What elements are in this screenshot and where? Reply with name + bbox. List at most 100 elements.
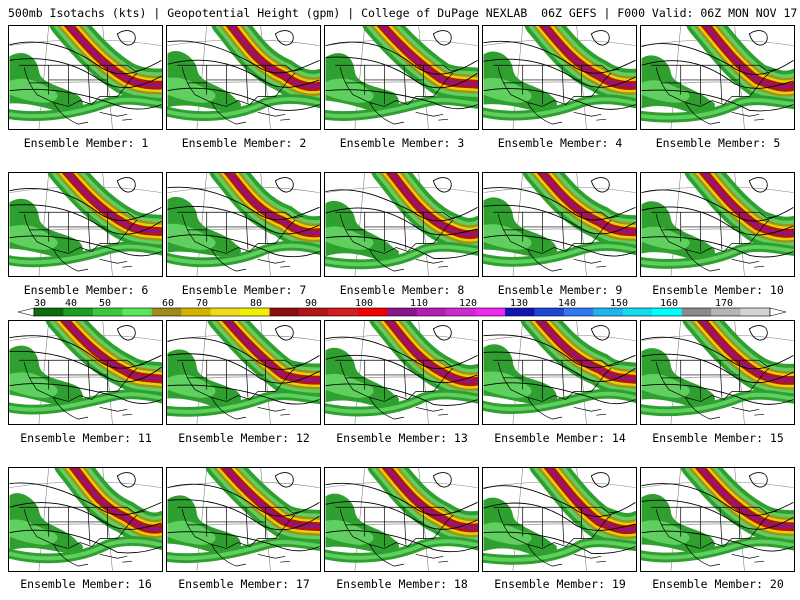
subtropical-band-inner bbox=[167, 393, 320, 414]
subtropical-band-inner bbox=[641, 245, 794, 266]
colorbar-tick-label: 70 bbox=[196, 298, 208, 309]
height-contours bbox=[325, 472, 478, 553]
ensemble-member-label: Ensemble Member: 7 bbox=[181, 283, 307, 297]
ensemble-member-map bbox=[482, 467, 637, 572]
height-contours bbox=[9, 472, 162, 554]
colorbar-swatch bbox=[34, 308, 64, 316]
map-svg bbox=[483, 321, 636, 424]
subtropical-band-inner bbox=[325, 539, 478, 560]
isotach-region-west-inner bbox=[641, 226, 690, 250]
map-svg bbox=[167, 321, 320, 424]
height-contours bbox=[483, 30, 636, 110]
colorbar-swatch bbox=[181, 308, 212, 316]
colorbar-tick-label: 160 bbox=[660, 298, 678, 309]
subtropical-band-inner bbox=[325, 392, 478, 414]
colorbar-tick-label: 150 bbox=[610, 298, 628, 309]
jet-band-core bbox=[387, 321, 478, 384]
colorbar-swatch bbox=[210, 308, 241, 316]
map-svg bbox=[167, 468, 320, 571]
map-svg bbox=[483, 26, 636, 129]
map-svg bbox=[9, 173, 162, 276]
subtropical-band-inner bbox=[483, 97, 636, 118]
ensemble-member-map bbox=[640, 467, 795, 572]
isotach-region-west-inner bbox=[325, 520, 374, 545]
ensemble-member-label: Ensemble Member: 14 bbox=[494, 431, 626, 445]
map-svg bbox=[9, 468, 162, 571]
colorbar-low-arrow bbox=[17, 307, 35, 317]
colorbar-swatch bbox=[269, 308, 300, 316]
subtropical-band-inner bbox=[9, 244, 162, 265]
isotach-region-west-inner bbox=[325, 226, 374, 250]
colorbar-tick-label: 50 bbox=[99, 298, 111, 309]
colorbar-swatch bbox=[505, 308, 535, 316]
height-contours bbox=[325, 30, 478, 110]
subtropical-band-inner bbox=[641, 539, 794, 560]
political-boundaries bbox=[651, 211, 777, 272]
colorbar-high-arrow bbox=[769, 307, 787, 317]
height-contours bbox=[9, 30, 162, 110]
jet-band-core bbox=[547, 468, 636, 532]
height-contours bbox=[641, 30, 794, 112]
subtropical-band-inner bbox=[641, 98, 794, 120]
ensemble-member-label: Ensemble Member: 4 bbox=[497, 136, 623, 150]
ensemble-member-map bbox=[482, 172, 637, 277]
map-svg bbox=[641, 26, 794, 129]
jet-band-core bbox=[704, 26, 794, 89]
subtropical-band-inner bbox=[167, 97, 320, 119]
colorbar-swatch bbox=[711, 308, 742, 316]
political-boundaries bbox=[19, 211, 145, 272]
colorbar-swatch bbox=[151, 308, 182, 316]
jet-band-core bbox=[380, 26, 478, 86]
ensemble-member-map bbox=[482, 25, 637, 130]
colorbar-swatch bbox=[681, 308, 712, 316]
ensemble-member-label: Ensemble Member: 1 bbox=[23, 136, 149, 150]
colorbar-swatch bbox=[63, 308, 94, 316]
ensemble-member-label: Ensemble Member: 5 bbox=[655, 136, 781, 150]
jet-band-core bbox=[698, 468, 794, 529]
ensemble-member-map bbox=[166, 25, 321, 130]
ensemble-member-label: Ensemble Member: 12 bbox=[178, 431, 310, 445]
ensemble-member-label: Ensemble Member: 6 bbox=[23, 283, 149, 297]
ensemble-member-label: Ensemble Member: 16 bbox=[20, 577, 152, 591]
colorbar-tick-label: 170 bbox=[715, 298, 733, 309]
political-boundaries bbox=[335, 506, 461, 567]
ensemble-member-label: Ensemble Member: 18 bbox=[336, 577, 468, 591]
colorbar-tick-label: 120 bbox=[459, 298, 477, 309]
colorbar-tick-label: 100 bbox=[355, 298, 373, 309]
map-svg bbox=[641, 468, 794, 571]
isotach-region-west-inner bbox=[641, 520, 690, 545]
height-contours bbox=[167, 30, 320, 111]
ensemble-member-label: Ensemble Member: 2 bbox=[181, 136, 307, 150]
height-contours bbox=[641, 177, 794, 258]
ensemble-member-map bbox=[640, 25, 795, 130]
height-contours bbox=[9, 325, 162, 404]
jet-band-core bbox=[65, 173, 162, 234]
ensemble-member-map bbox=[640, 172, 795, 277]
jet-band-core bbox=[538, 321, 636, 381]
political-boundaries bbox=[177, 359, 303, 420]
map-svg bbox=[641, 321, 794, 424]
ensemble-member-map bbox=[640, 320, 795, 425]
height-contours bbox=[641, 472, 794, 552]
ensemble-member-label: Ensemble Member: 13 bbox=[336, 431, 468, 445]
jet-band-core bbox=[227, 173, 320, 235]
ensemble-member-map bbox=[324, 320, 479, 425]
height-contours bbox=[483, 177, 636, 257]
colorbar-legend: 30 40 50 60 70 80 90 100 110 120 130 140 150 160 170 bbox=[14, 298, 790, 320]
ensemble-member-map bbox=[8, 320, 163, 425]
subtropical-band-inner bbox=[167, 540, 320, 561]
subtropical-band-inner bbox=[325, 98, 478, 119]
political-boundaries bbox=[651, 359, 777, 420]
ensemble-member-label: Ensemble Member: 15 bbox=[652, 431, 784, 445]
subtropical-band-inner bbox=[9, 392, 162, 412]
ensemble-member-map bbox=[324, 25, 479, 130]
political-boundaries bbox=[493, 506, 619, 567]
political-boundaries bbox=[335, 64, 461, 125]
height-contours bbox=[325, 325, 478, 406]
jet-band-core bbox=[67, 26, 162, 87]
jet-band-core bbox=[702, 173, 794, 235]
jet-band-core bbox=[72, 468, 162, 531]
map-svg bbox=[9, 26, 162, 129]
political-boundaries bbox=[651, 64, 777, 125]
colorbar-tick-label: 80 bbox=[250, 298, 262, 309]
